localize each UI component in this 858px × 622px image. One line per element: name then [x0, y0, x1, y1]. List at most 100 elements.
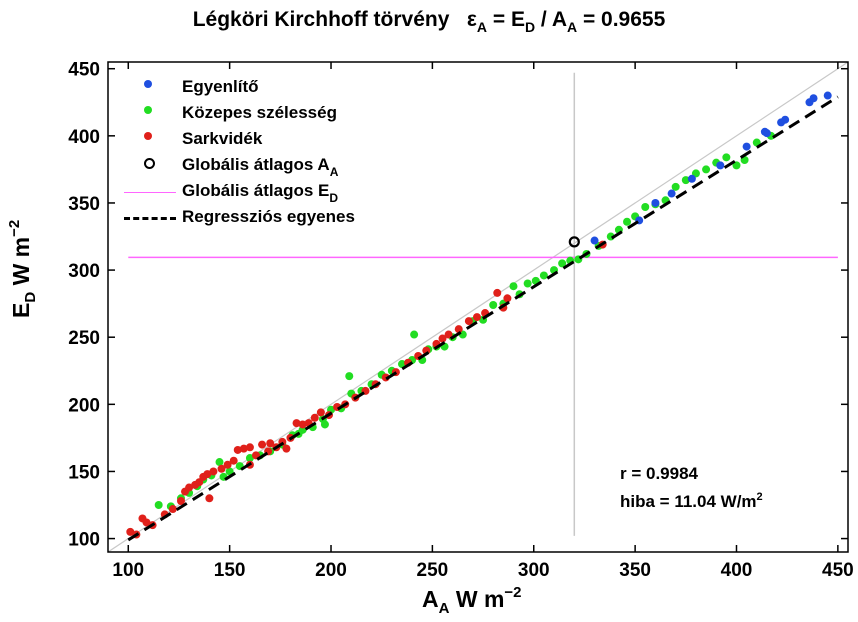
equator-point [781, 115, 790, 124]
equator-point [667, 189, 676, 198]
legend-regression-label: Regressziós egyenes [182, 207, 355, 226]
polar-point [233, 445, 242, 454]
midlat-point [154, 501, 163, 510]
polar-point [438, 334, 447, 343]
equator-point [823, 91, 832, 100]
midlat-point [681, 176, 690, 185]
midlat-point [509, 282, 518, 291]
x-tick-label: 200 [315, 560, 347, 581]
stats-error-row: hiba = 11.04 W/m2 [620, 488, 763, 518]
polar-point [493, 288, 502, 297]
x-tick-label: 100 [112, 560, 144, 581]
title-formula-ed: = E [487, 8, 525, 31]
xlabel-exp: −2 [504, 584, 522, 601]
y-tick-label: 150 [68, 462, 100, 483]
legend-midlat-marker [144, 106, 152, 114]
legend-global-aa-label: Globális átlagos A [182, 155, 330, 174]
polar-point [229, 456, 238, 465]
legend-equator-marker [144, 80, 152, 88]
polar-point [310, 413, 319, 422]
equator-point [760, 127, 769, 136]
equator-point [590, 236, 599, 245]
polar-point [298, 420, 307, 429]
polar-point [292, 419, 301, 428]
equator-point [809, 94, 818, 103]
polar-point [239, 444, 248, 453]
midlat-point [671, 182, 680, 191]
title-formula-epsilon: ε [466, 8, 477, 31]
ylabel-exp: −2 [6, 219, 23, 237]
polar-point [142, 518, 151, 527]
midlat-point [732, 161, 741, 170]
equator-point [687, 174, 696, 183]
x-tick-label: 350 [619, 560, 651, 581]
y-tick-label: 250 [68, 328, 100, 349]
xlabel-main: A [422, 586, 439, 612]
midlat-point [702, 165, 711, 174]
x-axis-label: AA W m−2 [422, 584, 522, 617]
midlat-point [523, 279, 532, 288]
midlat-point [539, 271, 548, 280]
global-average-point [568, 236, 580, 248]
polar-point [266, 439, 275, 448]
legend-midlat-label: Közepes szélesség [182, 103, 337, 122]
midlat-point [410, 330, 419, 339]
polar-point [444, 330, 453, 339]
midlat-point [245, 454, 254, 463]
legend-global-ed-line [124, 192, 176, 193]
plot-frame [107, 61, 849, 553]
ylabel-sub: D [22, 291, 39, 303]
title-formula-sub3: A [566, 19, 578, 35]
x-tick-label: 450 [822, 560, 854, 581]
polar-point [168, 505, 177, 514]
equator-point [716, 161, 725, 170]
xlabel-sub: A [438, 600, 450, 617]
xlabel-unit: W m [449, 586, 505, 612]
midlat-point [225, 467, 234, 476]
polar-point [209, 467, 218, 476]
polar-point [503, 294, 512, 303]
midlat-point [722, 153, 731, 162]
x-tick-label: 150 [214, 560, 246, 581]
y-axis-label: ED W m−2 [6, 219, 39, 318]
equator-point [651, 198, 660, 207]
legend-global-ed-label: Globális átlagos E [182, 181, 330, 200]
midlat-point [215, 458, 224, 467]
polar-point [176, 496, 185, 505]
polar-point [185, 483, 194, 492]
polar-point [464, 317, 473, 326]
polar-point [258, 440, 267, 449]
equator-point [742, 142, 751, 151]
polar-point [472, 313, 481, 322]
polar-point [205, 494, 214, 503]
x-tick-label: 250 [417, 560, 449, 581]
legend-global-ed-text: Globális átlagos ED [182, 178, 338, 205]
polar-point [203, 470, 212, 479]
midlat-point [641, 202, 650, 211]
midlat-point [558, 259, 567, 268]
x-tick-label: 400 [721, 560, 753, 581]
y-tick-label: 350 [68, 194, 100, 215]
legend-equator-label: Egyenlítő [182, 77, 259, 96]
legend-global-aa-marker [144, 158, 155, 169]
x-tick-label: 300 [518, 560, 550, 581]
y-tick-label: 400 [68, 127, 100, 148]
chart-title: Légköri Kirchhoff törvény εA = ED / AA =… [0, 8, 858, 35]
legend-global-aa-sub: A [329, 165, 339, 179]
midlat-point [345, 372, 354, 381]
title-formula-sub: A [476, 19, 488, 35]
polar-point [223, 460, 232, 469]
polar-point [126, 527, 135, 536]
polar-point [454, 325, 463, 334]
legend-polar-label: Sarkvidék [182, 129, 263, 148]
title-formula-sub2: D [524, 19, 536, 35]
legend-regression-line [124, 217, 176, 220]
ylabel-main: E [8, 302, 34, 318]
stats-r: r = 0.9984 [620, 464, 698, 483]
midlat-point [489, 300, 498, 309]
legend-polar-marker [144, 132, 152, 140]
polar-point [217, 464, 226, 473]
polar-point [316, 408, 325, 417]
ylabel-unit: W m [8, 236, 34, 292]
stats-box: r = 0.9984 hiba = 11.04 W/m2 [620, 460, 763, 518]
